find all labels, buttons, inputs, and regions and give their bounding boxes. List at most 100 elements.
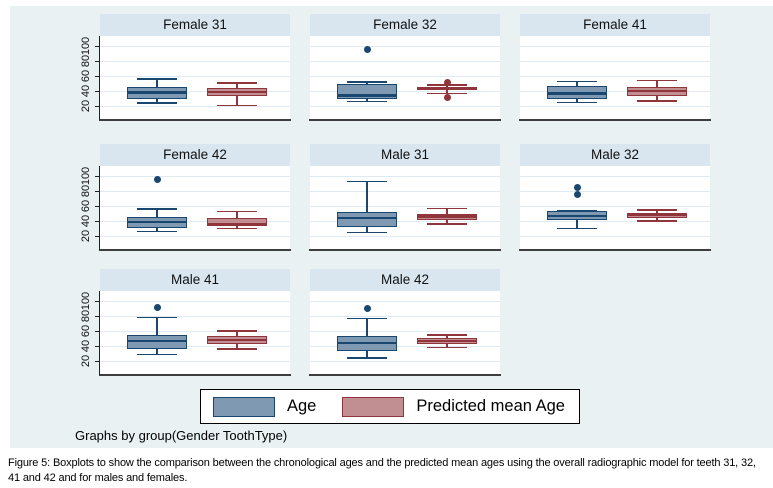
gridline xyxy=(100,76,290,77)
median-line xyxy=(207,222,267,226)
median-line xyxy=(337,94,397,97)
gridline xyxy=(520,61,710,62)
panel-title: Male 31 xyxy=(310,144,500,166)
panel-plot xyxy=(309,291,501,376)
median-line xyxy=(547,214,607,217)
median-line xyxy=(207,90,267,93)
whisker-cap xyxy=(427,334,467,336)
y-tick-label: 20 xyxy=(80,354,92,368)
x-axis-line xyxy=(519,119,711,121)
gridline xyxy=(100,206,290,207)
gridline xyxy=(100,61,290,62)
whisker-cap xyxy=(557,209,597,212)
y-tick-label: 40 xyxy=(80,339,92,353)
y-tick xyxy=(95,76,99,77)
whisker-cap xyxy=(427,207,467,209)
gridline xyxy=(310,106,500,107)
y-tick xyxy=(95,361,99,362)
gridline xyxy=(100,316,290,317)
whisker-cap xyxy=(137,316,177,319)
panel-title: Male 42 xyxy=(310,269,500,291)
y-tick-label: 80 xyxy=(80,54,92,68)
gridline xyxy=(520,191,710,192)
gridline xyxy=(520,76,710,77)
y-tick-label: 100 xyxy=(80,36,92,56)
median-line xyxy=(127,339,187,342)
x-axis-line xyxy=(99,249,291,251)
median-line xyxy=(417,339,477,342)
median-line xyxy=(337,341,397,345)
gridline xyxy=(310,301,500,302)
gridline xyxy=(100,46,290,47)
panel-plot xyxy=(309,166,501,251)
whisker-cap xyxy=(557,227,597,230)
whisker-cap xyxy=(217,348,257,350)
x-axis-line xyxy=(99,374,291,376)
whisker-cap xyxy=(217,227,257,230)
legend-swatch-age xyxy=(213,396,275,417)
whisker-cap xyxy=(347,180,387,182)
y-tick xyxy=(95,191,99,192)
panel-plot: 20 40 60 80 100 xyxy=(80,291,291,376)
median-line xyxy=(207,338,267,342)
whisker-cap xyxy=(347,100,387,103)
outlier-dot xyxy=(153,303,161,311)
gridline xyxy=(310,346,500,347)
y-tick-label: 60 xyxy=(80,199,92,213)
legend-swatch-predicted-mean-age xyxy=(342,396,405,417)
panel-title: Female 41 xyxy=(520,14,710,36)
gridline xyxy=(100,236,290,237)
y-tick xyxy=(95,346,99,347)
y-tick-label: 20 xyxy=(80,99,92,113)
graphs-by-note: Graphs by group(Gender ToothType) xyxy=(75,428,288,443)
x-axis-line xyxy=(99,119,291,121)
gridline xyxy=(520,221,710,222)
gridline xyxy=(520,91,710,92)
outlier-dot xyxy=(443,78,451,86)
gridline xyxy=(100,346,290,347)
panel-title: Female 31 xyxy=(100,14,290,36)
whisker-cap xyxy=(347,81,387,83)
median-line xyxy=(627,89,687,93)
gridline xyxy=(100,176,290,177)
gridline xyxy=(310,206,500,207)
gridline xyxy=(520,236,710,237)
gridline xyxy=(100,361,290,362)
y-tick xyxy=(95,176,99,177)
outlier-dot xyxy=(363,46,371,54)
panel-title: Female 42 xyxy=(100,144,290,166)
whisker-cap xyxy=(557,101,597,103)
whisker-cap xyxy=(217,330,257,332)
y-tick xyxy=(95,46,99,47)
outlier-dot xyxy=(443,93,451,101)
median-line xyxy=(417,215,477,218)
y-axis-line xyxy=(99,291,100,375)
median-line xyxy=(127,220,187,223)
boxplot-figure: Age Predicted mean Age Graphs by group(G… xyxy=(10,6,773,448)
gridline xyxy=(310,176,500,177)
y-tick-label: 20 xyxy=(80,229,92,243)
gridline xyxy=(100,221,290,222)
gridline xyxy=(520,46,710,47)
y-axis-line xyxy=(99,166,100,250)
legend-label-age: Age xyxy=(287,397,317,415)
panel-title: Male 32 xyxy=(520,144,710,166)
whisker-cap xyxy=(637,220,677,222)
gridline xyxy=(520,106,710,107)
whisker-cap xyxy=(137,78,177,80)
gridline xyxy=(310,91,500,92)
gridline xyxy=(310,236,500,237)
gridline xyxy=(100,106,290,107)
outlier-dot xyxy=(573,191,581,199)
whisker-line xyxy=(366,181,368,233)
whisker-cap xyxy=(137,353,177,355)
gridline xyxy=(310,331,500,332)
y-tick xyxy=(95,316,99,317)
y-tick-label: 40 xyxy=(80,84,92,98)
median-line xyxy=(127,91,187,94)
panel-plot xyxy=(519,36,711,121)
x-axis-line xyxy=(309,119,501,121)
y-tick xyxy=(95,221,99,222)
gridline xyxy=(100,331,290,332)
